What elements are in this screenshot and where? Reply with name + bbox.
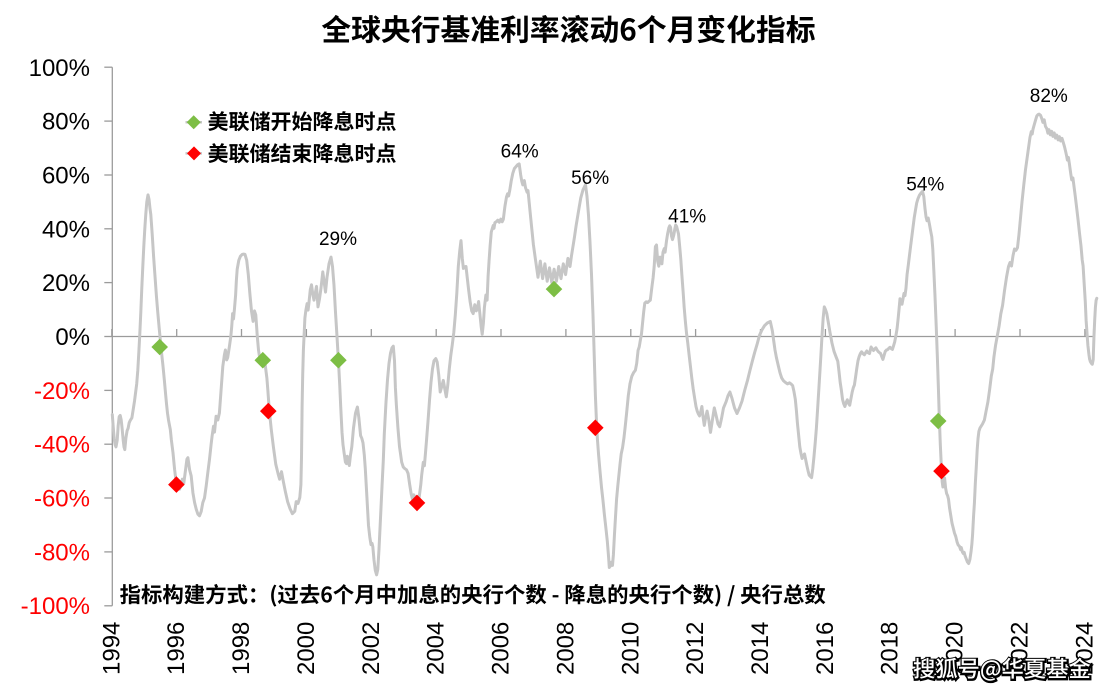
svg-text:64%: 64% bbox=[501, 141, 539, 162]
svg-text:1996: 1996 bbox=[163, 622, 190, 675]
svg-text:56%: 56% bbox=[571, 168, 609, 189]
svg-text:2014: 2014 bbox=[747, 622, 774, 675]
svg-text:40%: 40% bbox=[42, 216, 90, 243]
svg-text:2006: 2006 bbox=[488, 622, 515, 675]
svg-text:2012: 2012 bbox=[682, 622, 709, 675]
svg-text:54%: 54% bbox=[906, 175, 944, 196]
svg-text:80%: 80% bbox=[42, 109, 90, 136]
svg-text:1994: 1994 bbox=[98, 622, 125, 675]
svg-text:2004: 2004 bbox=[423, 622, 450, 675]
svg-text:0%: 0% bbox=[55, 324, 90, 351]
svg-text:2018: 2018 bbox=[877, 622, 904, 675]
svg-text:2010: 2010 bbox=[617, 622, 644, 675]
svg-text:20%: 20% bbox=[42, 270, 90, 297]
svg-text:100%: 100% bbox=[29, 55, 90, 82]
svg-text:-100%: -100% bbox=[21, 593, 90, 620]
svg-text:41%: 41% bbox=[668, 207, 706, 228]
svg-text:2008: 2008 bbox=[552, 622, 579, 675]
svg-text:-20%: -20% bbox=[34, 378, 90, 405]
svg-text:2016: 2016 bbox=[812, 622, 839, 675]
svg-text:29%: 29% bbox=[319, 229, 357, 250]
svg-text:1998: 1998 bbox=[228, 622, 255, 675]
svg-text:82%: 82% bbox=[1030, 86, 1068, 107]
svg-text:2000: 2000 bbox=[293, 622, 320, 675]
svg-text:-60%: -60% bbox=[34, 486, 90, 513]
svg-text:2002: 2002 bbox=[358, 622, 385, 675]
svg-text:-80%: -80% bbox=[34, 539, 90, 566]
svg-text:-40%: -40% bbox=[34, 432, 90, 459]
svg-text:60%: 60% bbox=[42, 163, 90, 190]
